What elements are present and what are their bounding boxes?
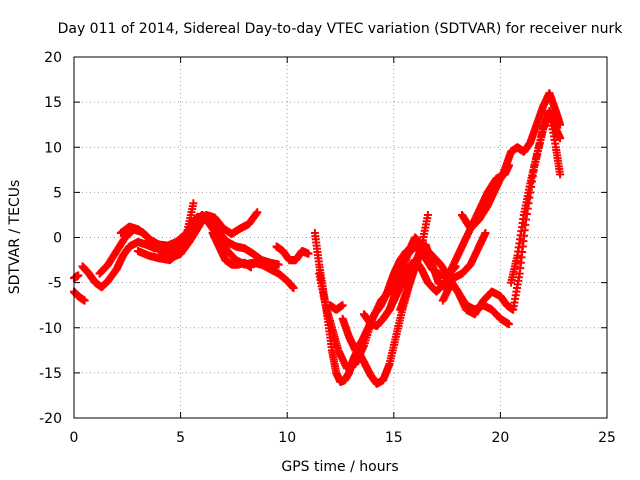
x-tick-label: 20	[491, 430, 509, 446]
data-point	[289, 284, 298, 293]
x-tick-label: 10	[278, 430, 296, 446]
y-tick-label: 0	[53, 231, 62, 247]
data-series	[208, 228, 255, 272]
y-tick-label: 15	[44, 95, 62, 111]
data-point	[481, 228, 490, 237]
data-point	[80, 296, 89, 305]
y-tick-label: 5	[53, 185, 62, 201]
data-series	[507, 107, 565, 287]
data-point	[556, 170, 565, 179]
data-series	[396, 228, 490, 314]
data-point	[304, 249, 313, 258]
data-point	[338, 301, 347, 310]
data-point	[556, 134, 565, 143]
data-series	[133, 199, 198, 265]
data-point	[556, 120, 565, 129]
data-series	[272, 242, 313, 265]
y-tick-label: -10	[39, 321, 62, 337]
x-tick-label: 0	[70, 430, 79, 446]
x-tick-labels: 0 5 10 15 20 25	[70, 430, 616, 446]
data-point	[74, 271, 83, 280]
data-point	[189, 199, 198, 208]
data-point	[504, 320, 513, 329]
x-tick-label: 15	[385, 430, 403, 446]
x-tick-label: 25	[598, 430, 616, 446]
data-point	[253, 208, 262, 217]
y-tick-label: -20	[39, 411, 62, 427]
y-tick-label: 10	[44, 140, 62, 156]
data-series	[438, 107, 565, 319]
data-point	[274, 260, 283, 269]
y-tick-label: -5	[48, 276, 62, 292]
y-tick-labels: -20 -15 -10 -5 0 5 10 15 20	[39, 50, 62, 427]
x-tick-label: 5	[176, 430, 185, 446]
data-series	[338, 247, 411, 355]
grid-lines	[74, 57, 607, 418]
data-point	[423, 210, 432, 219]
data-series	[70, 287, 89, 305]
axis-ticks	[73, 56, 608, 419]
y-axis-label: SDTVAR / TECUs	[7, 180, 23, 295]
x-axis-label: GPS time / hours	[281, 459, 398, 475]
chart-title: Day 011 of 2014, Sidereal Day-to-day VTE…	[58, 21, 624, 37]
data-points	[70, 89, 565, 388]
y-tick-label: 20	[44, 50, 62, 66]
y-tick-label: -15	[39, 366, 62, 382]
data-series	[70, 271, 83, 283]
data-series	[458, 89, 565, 233]
data-point	[246, 263, 255, 272]
data-series	[325, 301, 347, 314]
